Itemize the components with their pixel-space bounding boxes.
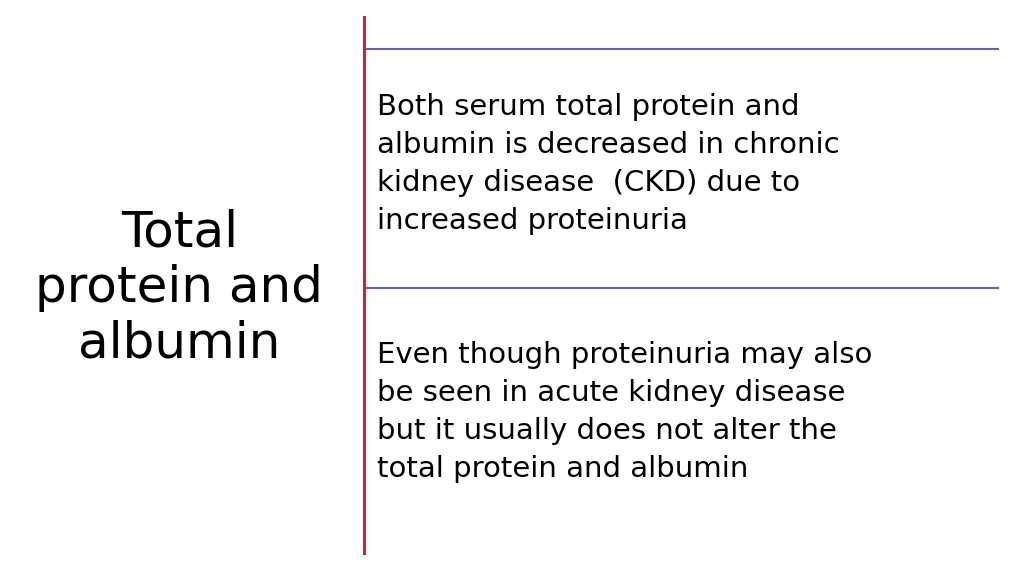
Text: Total
protein and
albumin: Total protein and albumin xyxy=(35,209,324,367)
Text: Even though proteinuria may also
be seen in acute kidney disease
but it usually : Even though proteinuria may also be seen… xyxy=(377,341,872,483)
Text: Both serum total protein and
albumin is decreased in chronic
kidney disease  (CK: Both serum total protein and albumin is … xyxy=(377,93,840,235)
